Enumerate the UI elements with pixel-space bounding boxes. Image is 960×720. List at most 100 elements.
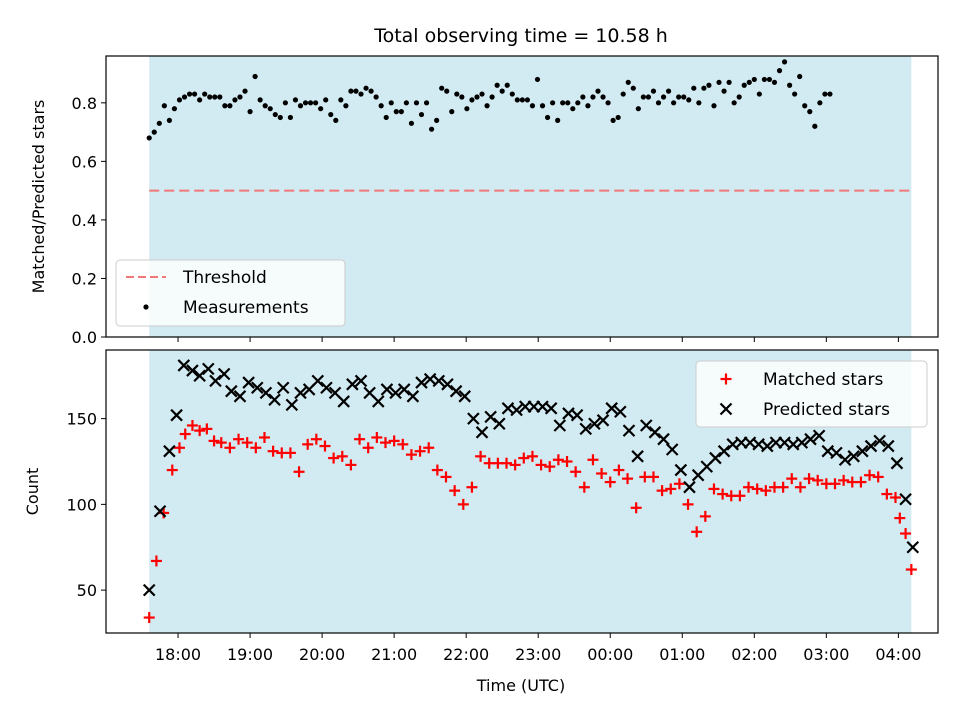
measurement-point [731, 100, 737, 106]
matched-star-point [889, 492, 901, 504]
matched-star-point [354, 433, 366, 445]
x-axis-label: Time (UTC) [476, 676, 565, 695]
predicted-star-point [432, 374, 446, 388]
predicted-star-point [186, 364, 199, 377]
measurement-point [423, 100, 430, 106]
predicted-star-point [493, 417, 506, 431]
predicted-star-point [475, 426, 489, 439]
measurement-point [217, 94, 223, 100]
measurement-point [797, 73, 803, 80]
matched-star-point [872, 471, 884, 483]
predicted-star-point [856, 444, 869, 458]
matched-star-point [431, 464, 443, 476]
measurement-point [192, 91, 198, 97]
matched-star-point [267, 445, 279, 457]
predicted-star-point [510, 403, 523, 417]
legend-matched-label: Matched stars [763, 370, 883, 390]
xtick-label: 23:00 [515, 645, 561, 664]
measurement-point [222, 103, 228, 109]
predicted-star-point [761, 439, 774, 453]
predicted-star-point [170, 408, 183, 422]
measurement-point [660, 94, 667, 100]
matched-star-point [812, 474, 824, 486]
bottom-axes-frame [105, 349, 939, 634]
matched-star-point [194, 425, 206, 437]
measurement-point [575, 100, 581, 106]
measurement-point [297, 103, 304, 109]
predicted-star-point [570, 408, 584, 422]
measurement-point [529, 103, 536, 109]
measurement-point [444, 88, 450, 94]
predicted-star-point [354, 374, 368, 388]
measurement-point [787, 82, 793, 88]
predicted-star-point [193, 369, 206, 383]
measurement-point [792, 91, 798, 97]
predicted-star-point [389, 386, 402, 400]
matched-star-point [293, 466, 305, 478]
matched-star-point [777, 481, 789, 493]
matched-star-point [578, 481, 590, 493]
top-axes-frame [105, 55, 939, 338]
predicted-star-point [614, 405, 627, 419]
measurement-point [519, 97, 525, 103]
top-legend: Threshold Measurements [115, 259, 346, 327]
top-ytick-label: 0.8 [72, 94, 97, 113]
measurement-point [403, 100, 409, 106]
matched-star-point [345, 459, 357, 471]
bottom-x-ticks: 18:00 19:00 20:00 21:00 22:00 23:00 00:00 01:00… [155, 633, 921, 664]
measurement-point [227, 103, 233, 109]
top-legend-box [115, 259, 346, 327]
bottom-ytick-label: 100 [66, 495, 97, 514]
measurement-point [766, 76, 773, 83]
measurement-point [726, 79, 732, 85]
measurement-point [686, 97, 692, 103]
legend-matched-marker [720, 373, 732, 385]
matched-star-point [208, 435, 220, 447]
predicted-star-point [906, 540, 920, 554]
measurement-point [307, 100, 314, 106]
measurement-point [318, 106, 324, 112]
measurement-point [166, 117, 172, 123]
predicted-star-point [830, 446, 843, 460]
top-panel: 0.00.20.40.60.8 Matched/Predicted stars … [29, 55, 939, 347]
measurement-point [671, 100, 677, 106]
measurement-point [570, 106, 576, 112]
predicted-star-point [899, 492, 912, 506]
measurement-point [741, 82, 747, 88]
measurement-point [736, 94, 742, 100]
measurement-point [479, 91, 485, 97]
measurement-point [721, 88, 727, 94]
measurement-point [600, 94, 606, 100]
measurement-point [156, 120, 162, 126]
matched-star-point [526, 450, 538, 462]
measurement-point [746, 79, 752, 85]
measurement-points [146, 59, 833, 141]
measurement-point [161, 103, 167, 109]
matched-star-point [622, 473, 634, 485]
predicted-star-point [674, 463, 688, 477]
predicted-star-point [838, 453, 852, 467]
matched-stars-points [143, 419, 917, 624]
measurement-point [277, 114, 283, 121]
measurement-point [358, 91, 364, 97]
measurement-point [484, 103, 490, 109]
measurement-point [388, 100, 394, 106]
top-x-ticks [177, 337, 899, 342]
matched-star-point [173, 442, 185, 454]
matched-star-point [760, 485, 772, 497]
matched-star-point [535, 459, 547, 471]
matched-star-point [423, 442, 435, 454]
predicted-star-point [259, 386, 273, 400]
measurement-point [464, 106, 470, 112]
measurement-point [681, 94, 687, 100]
measurement-point [544, 114, 551, 121]
matched-star-point [449, 485, 461, 497]
predicted-star-point [882, 439, 895, 453]
predicted-star-point [864, 439, 878, 453]
matched-star-point [699, 510, 711, 522]
predicted-star-point [320, 381, 333, 395]
predicted-star-point [209, 374, 222, 388]
measurement-point [413, 100, 420, 106]
predicted-star-point [276, 381, 290, 395]
legend-predicted-marker [719, 402, 733, 416]
